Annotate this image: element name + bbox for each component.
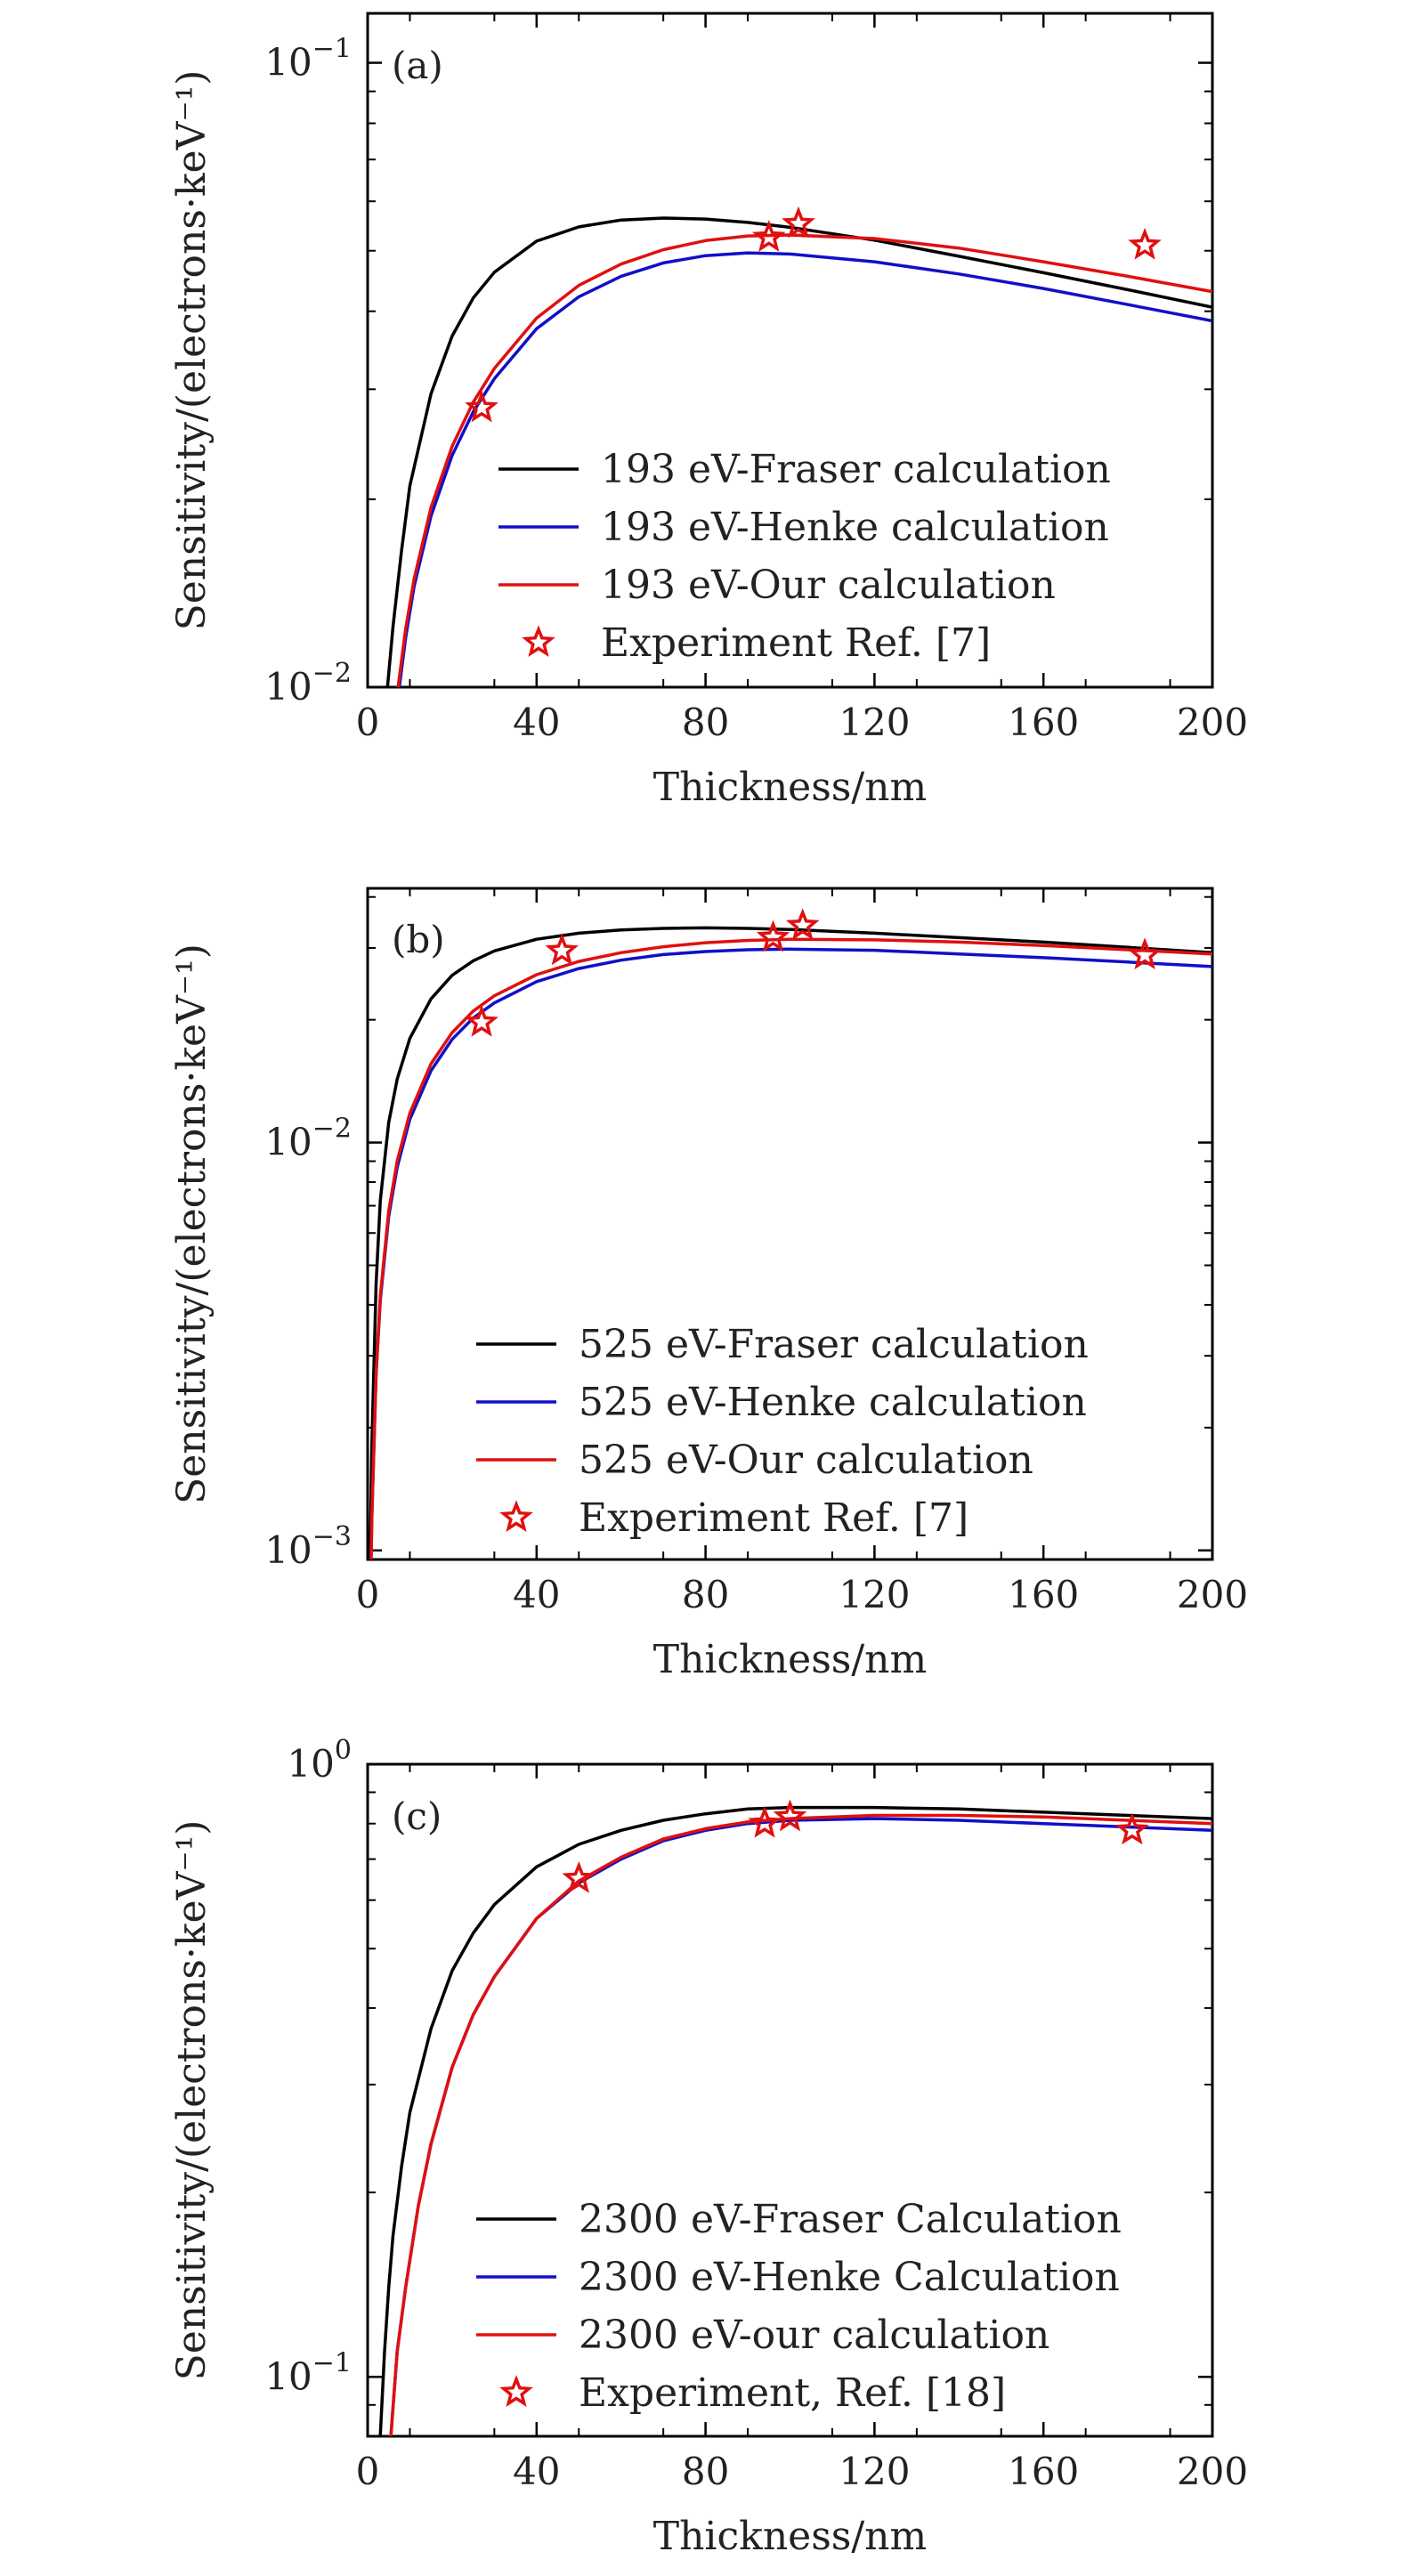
legend-entry-0: 525 eV-Fraser calculation: [579, 1322, 1089, 1367]
experiment-point: [748, 1805, 782, 1838]
experiment-point: [756, 919, 790, 952]
x-tick-label: 200: [1177, 1573, 1248, 1616]
x-tick-label: 80: [682, 2450, 729, 2493]
x-axis-title: Thickness/nm: [653, 765, 927, 810]
y-axis-title: Sensitivity/(electrons·keV⁻¹): [169, 1820, 215, 2381]
x-tick-label: 40: [513, 701, 560, 744]
legend-entry-2: 525 eV-Our calculation: [579, 1438, 1033, 1483]
experiment-point: [465, 390, 498, 423]
series-line-2: [389, 1813, 1212, 2436]
x-tick-label: 160: [1008, 2450, 1079, 2493]
plot-frame: [366, 12, 1214, 689]
x-tick-label: 0: [356, 2450, 380, 2493]
series-line-2: [369, 937, 1212, 1559]
experiment-point: [773, 1799, 807, 1832]
x-axis-title: Thickness/nm: [653, 1637, 927, 1682]
legend-entry-1: 525 eV-Henke calculation: [579, 1380, 1087, 1425]
panel-label: (c): [392, 1794, 442, 1838]
chart-panel-c: 0 40 80 120 160 200 10−1 100 Thickness/nm Sensiti…: [169, 1735, 1248, 2559]
legend-entry-experiment: Experiment Ref. [7]: [579, 1495, 968, 1541]
legend-entry-0: 2300 eV-Fraser Calculation: [579, 2197, 1122, 2242]
x-tick-label: 0: [356, 1573, 380, 1616]
experiment-point: [562, 1861, 596, 1893]
y-tick-label: 10−3: [264, 1521, 352, 1572]
x-tick-label: 120: [839, 2450, 910, 2493]
y-tick-label: 10−2: [264, 658, 352, 709]
legend-entry-experiment: Experiment Ref. [7]: [601, 620, 991, 666]
panel-label: (a): [392, 44, 443, 87]
legend-entry-experiment: Experiment, Ref. [18]: [579, 2370, 1006, 2416]
y-tick-label: 10−1: [264, 34, 352, 85]
series-line-0: [378, 1805, 1212, 2436]
x-axis-title: Thickness/nm: [653, 2514, 927, 2559]
panel-label: (b): [392, 918, 445, 961]
legend-entry-2: 2300 eV-our calculation: [579, 2313, 1049, 2358]
x-tick-label: 40: [513, 2450, 560, 2493]
plot-frame: [366, 887, 1214, 1561]
plot-frame: [366, 1762, 1214, 2438]
y-tick-label: 100: [287, 1735, 352, 1786]
legend-star-marker: [499, 1500, 533, 1532]
legend-star-marker: [522, 625, 555, 657]
series-lines: [385, 216, 1212, 687]
x-tick-label: 80: [682, 701, 729, 744]
chart-panel-a: 0 40 80 120 160 200 10−2 10−1 Thickness/nm Sensit…: [169, 12, 1248, 810]
x-tick-label: 40: [513, 1573, 560, 1616]
experiment-point: [1128, 937, 1162, 970]
experiment-point: [751, 219, 786, 252]
chart-panel-b: 0 40 80 120 160 200 10−3 10−2 Thickness/nm Sensit…: [169, 887, 1248, 1682]
experiment-point: [465, 1004, 498, 1037]
legend-entry-0: 193 eV-Fraser calculation: [601, 447, 1111, 492]
series-line-0: [369, 926, 1212, 1559]
legend-entry-1: 2300 eV-Henke Calculation: [579, 2255, 1120, 2300]
series-lines: [378, 1805, 1212, 2436]
x-tick-label: 80: [682, 1573, 729, 1616]
x-tick-label: 120: [839, 701, 910, 744]
legend-entry-2: 193 eV-Our calculation: [601, 563, 1056, 608]
experiment-point: [1115, 1812, 1149, 1845]
series-line-1: [397, 251, 1212, 687]
x-tick-label: 200: [1177, 2450, 1248, 2493]
y-tick-label: 10−1: [264, 2347, 352, 2398]
x-tick-label: 160: [1008, 701, 1079, 744]
legend-entry-1: 193 eV-Henke calculation: [601, 505, 1109, 550]
y-axis-title: Sensitivity/(electrons·keV⁻¹): [169, 944, 215, 1504]
x-tick-label: 160: [1008, 1573, 1079, 1616]
y-axis-title: Sensitivity/(electrons·keV⁻¹): [169, 70, 215, 631]
experiment-point: [1128, 227, 1162, 260]
series-line-2: [396, 233, 1212, 687]
experiment-point: [782, 206, 815, 239]
x-tick-label: 0: [356, 701, 380, 744]
x-tick-label: 200: [1177, 701, 1248, 744]
legend-star-marker: [499, 2375, 533, 2407]
y-tick-label: 10−2: [264, 1114, 352, 1164]
x-tick-label: 120: [839, 1573, 910, 1616]
series-lines: [369, 926, 1212, 1559]
experiment-point: [785, 908, 820, 941]
experiment-point: [545, 933, 579, 966]
series-line-0: [385, 216, 1212, 687]
